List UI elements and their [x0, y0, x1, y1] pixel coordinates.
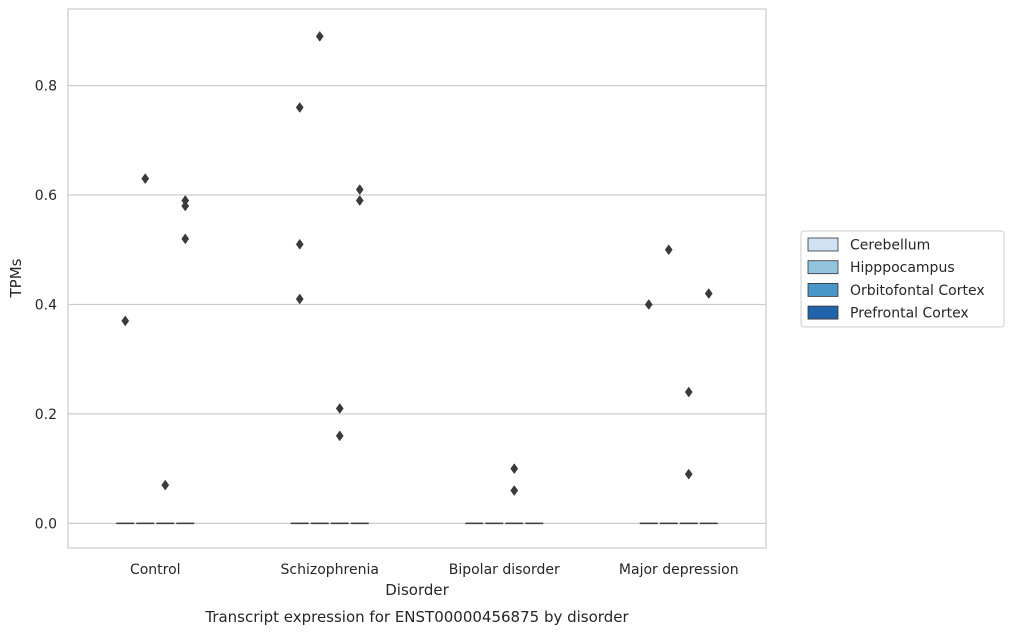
outlier-control-prefrontal-cortex-2	[181, 195, 190, 206]
outlier-schizophrenia-prefrontal-cortex-0	[355, 195, 364, 206]
legend-label-cerebellum: Cerebellum	[850, 238, 930, 254]
legend: Cerebellum Hipppocampus Orbitofontal Corte…	[800, 230, 1005, 328]
legend-frame	[800, 230, 1005, 328]
y-axis-title: TPMs	[7, 258, 25, 298]
outlier-schizophrenia-orbitofontal-cortex-1	[335, 403, 344, 414]
outlier-bipolar-disorder-orbitofontal-cortex-1	[510, 463, 519, 475]
y-tick-label-2: 0.4	[35, 297, 57, 313]
outlier-schizophrenia-cerebellum-0	[295, 293, 304, 305]
y-tick-label-4: 0.8	[35, 79, 57, 95]
outlier-control-orbitofontal-cortex-0	[161, 479, 170, 491]
plot-frame	[67, 8, 767, 549]
outlier-points	[121, 30, 713, 496]
x-axis-title: Disorder	[385, 581, 449, 599]
outlier-major-depression-hipppocampus-0	[664, 244, 673, 256]
legend-swatch-orbitofontal-cortex	[807, 282, 839, 297]
outlier-major-depression-prefrontal-cortex-0	[704, 288, 713, 299]
legend-label-prefrontal-cortex: Prefrontal Cortex	[850, 306, 969, 322]
y-tick-label-0: 0.0	[35, 516, 57, 532]
legend-swatch-cerebellum	[807, 237, 839, 252]
outlier-major-depression-orbitofontal-cortex-1	[684, 386, 693, 398]
x-tick-labels: Control Schizophrenia Bipolar disorder Majo…	[130, 562, 739, 578]
y-tick-labels: 0.0 0.2 0.4 0.6 0.8	[35, 79, 57, 533]
outlier-major-depression-cerebellum-0	[644, 299, 653, 310]
outlier-schizophrenia-hipppocampus-0	[315, 30, 324, 42]
outlier-control-hipppocampus-0	[141, 173, 150, 185]
y-tick-label-1: 0.2	[35, 407, 57, 423]
x-tick-label-bipolar-disorder: Bipolar disorder	[449, 562, 560, 578]
outlier-schizophrenia-cerebellum-1	[295, 238, 304, 250]
outlier-control-prefrontal-cortex-1	[181, 200, 190, 212]
x-tick-label-control: Control	[130, 562, 181, 578]
outlier-control-prefrontal-cortex-0	[181, 233, 190, 245]
y-tick-label-3: 0.6	[35, 188, 57, 204]
legend-label-hipppocampus: Hipppocampus	[850, 260, 955, 276]
outlier-major-depression-orbitofontal-cortex-0	[684, 468, 693, 480]
figure-caption: Transcript expression for ENST0000045687…	[204, 608, 629, 626]
outlier-control-cerebellum-0	[121, 315, 130, 327]
legend-swatch-hipppocampus	[807, 260, 839, 275]
x-tick-label-major-depression: Major depression	[619, 562, 739, 578]
legend-label-orbitofontal-cortex: Orbitofontal Cortex	[850, 283, 985, 299]
outlier-schizophrenia-cerebellum-2	[295, 102, 304, 113]
legend-swatch-prefrontal-cortex	[807, 305, 839, 320]
outlier-schizophrenia-orbitofontal-cortex-0	[335, 430, 344, 442]
outlier-bipolar-disorder-orbitofontal-cortex-0	[510, 485, 519, 496]
outlier-schizophrenia-prefrontal-cortex-1	[355, 184, 364, 196]
x-tick-label-schizophrenia: Schizophrenia	[281, 562, 379, 578]
